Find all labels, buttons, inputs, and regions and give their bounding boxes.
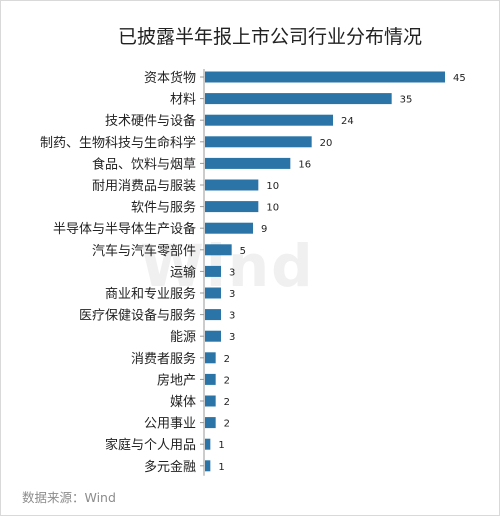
category-label: 媒体 bbox=[170, 395, 196, 410]
data-label: 5 bbox=[240, 246, 246, 257]
data-label: 3 bbox=[229, 311, 235, 322]
category-label: 耐用消费品与服装 bbox=[92, 179, 196, 194]
data-label: 35 bbox=[400, 95, 413, 106]
data-label: 3 bbox=[229, 267, 235, 278]
bar bbox=[205, 460, 211, 472]
bar bbox=[205, 265, 221, 277]
category-label: 资本货物 bbox=[144, 70, 196, 86]
data-label: 2 bbox=[224, 375, 230, 386]
bar bbox=[205, 309, 221, 321]
bar bbox=[205, 438, 211, 450]
chart-title: 已披露半年报上市公司行业分布情况 bbox=[117, 26, 422, 48]
data-label: 3 bbox=[229, 289, 235, 300]
category-label: 房地产 bbox=[157, 372, 196, 388]
data-label: 16 bbox=[298, 159, 311, 170]
bar bbox=[205, 373, 216, 385]
category-label: 半导体与半导体生产设备 bbox=[53, 221, 196, 237]
data-label: 10 bbox=[266, 203, 279, 214]
category-label: 家庭与个人用品 bbox=[105, 437, 196, 453]
data-label: 3 bbox=[229, 332, 235, 343]
category-label: 食品、饮料与烟草 bbox=[92, 156, 196, 172]
data-label: 2 bbox=[224, 354, 230, 365]
data-label: 2 bbox=[224, 419, 230, 430]
bar bbox=[205, 157, 291, 169]
category-label: 材料 bbox=[170, 93, 196, 108]
category-label: 制药、生物科技与生命科学 bbox=[40, 135, 196, 151]
data-label: 9 bbox=[261, 224, 267, 235]
category-label: 运输 bbox=[170, 264, 196, 280]
category-label: 医疗保健设备与服务 bbox=[79, 308, 196, 324]
bar bbox=[205, 201, 259, 213]
data-label: 20 bbox=[320, 138, 333, 149]
category-label: 技术硬件与设备 bbox=[105, 113, 196, 129]
category-label: 消费者服务 bbox=[131, 351, 196, 367]
bar bbox=[205, 244, 232, 256]
data-label: 1 bbox=[218, 462, 224, 473]
bar bbox=[205, 330, 221, 342]
data-label: 45 bbox=[453, 73, 466, 84]
category-label: 软件与服务 bbox=[131, 200, 196, 216]
data-label: 2 bbox=[224, 397, 230, 408]
data-label: 10 bbox=[266, 181, 279, 192]
bar bbox=[205, 352, 216, 364]
category-label: 多元金融 bbox=[144, 459, 196, 475]
category-label: 公用事业 bbox=[144, 417, 196, 432]
data-label: 1 bbox=[218, 440, 224, 451]
bar bbox=[205, 71, 445, 83]
bar bbox=[205, 93, 392, 105]
data-source: 数据来源：Wind bbox=[22, 490, 116, 505]
bar bbox=[205, 179, 259, 191]
category-label: 能源 bbox=[170, 330, 196, 345]
bar bbox=[205, 222, 253, 234]
watermark: Wind bbox=[140, 232, 315, 300]
bar bbox=[205, 417, 216, 429]
data-label: 24 bbox=[341, 116, 354, 127]
bar bbox=[205, 136, 312, 148]
category-label: 商业和专业服务 bbox=[105, 286, 196, 302]
bar bbox=[205, 114, 333, 126]
category-label: 汽车与汽车零部件 bbox=[92, 243, 196, 259]
bar bbox=[205, 395, 216, 407]
bar bbox=[205, 287, 221, 299]
